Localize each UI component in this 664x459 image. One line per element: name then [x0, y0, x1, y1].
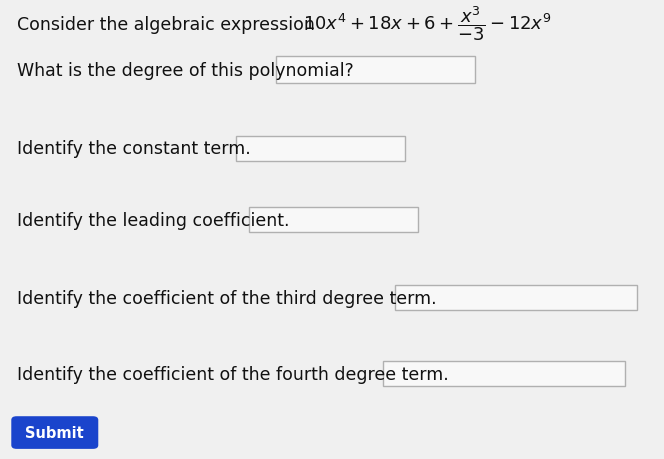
FancyBboxPatch shape — [395, 285, 637, 311]
FancyBboxPatch shape — [236, 136, 405, 162]
FancyBboxPatch shape — [249, 207, 418, 233]
Text: What is the degree of this polynomial?: What is the degree of this polynomial? — [17, 62, 353, 80]
Text: $10x^4 + 18x + 6 + \dfrac{x^3}{-3} - 12x^9$: $10x^4 + 18x + 6 + \dfrac{x^3}{-3} - 12x… — [303, 4, 552, 43]
Text: Identify the coefficient of the third degree term.: Identify the coefficient of the third de… — [17, 289, 436, 308]
FancyBboxPatch shape — [383, 361, 625, 386]
FancyBboxPatch shape — [11, 416, 98, 449]
Text: Consider the algebraic expression: Consider the algebraic expression — [17, 16, 320, 34]
Text: Identify the constant term.: Identify the constant term. — [17, 140, 250, 158]
Text: Identify the coefficient of the fourth degree term.: Identify the coefficient of the fourth d… — [17, 365, 448, 383]
Text: Submit: Submit — [25, 425, 84, 440]
Text: Identify the leading coefficient.: Identify the leading coefficient. — [17, 211, 289, 230]
FancyBboxPatch shape — [276, 57, 475, 84]
